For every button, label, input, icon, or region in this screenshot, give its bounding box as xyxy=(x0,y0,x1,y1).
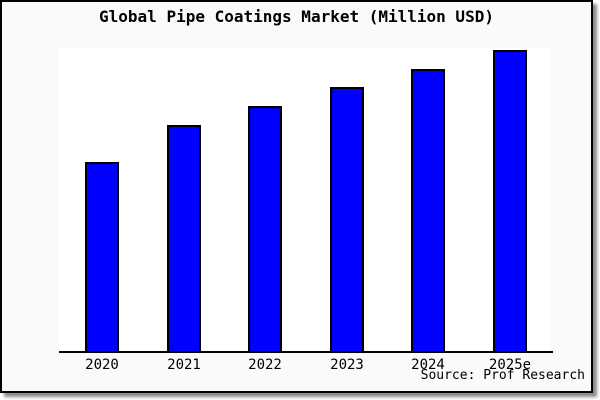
source-credit: Source: Prof Research xyxy=(420,368,585,383)
x-tick-label-2022: 2022 xyxy=(248,357,282,373)
chart-canvas: Global Pipe Coatings Market (Million USD… xyxy=(0,0,593,393)
x-tick-label-2021: 2021 xyxy=(167,357,201,373)
bar-2020 xyxy=(85,162,119,351)
plot-area xyxy=(59,48,551,351)
x-tick-label-2020: 2020 xyxy=(85,357,119,373)
x-tick-label-2025e: 2025e xyxy=(488,357,532,373)
bar-2021 xyxy=(167,125,201,351)
bar-2025e xyxy=(493,50,527,351)
x-tick-label-2023: 2023 xyxy=(330,357,364,373)
x-tick-label-2024: 2024 xyxy=(411,357,445,373)
chart-title: Global Pipe Coatings Market (Million USD… xyxy=(99,7,494,26)
bar-2024 xyxy=(411,69,445,351)
x-axis-line xyxy=(59,351,553,353)
bar-2023 xyxy=(330,87,364,351)
bar-2022 xyxy=(248,106,282,351)
